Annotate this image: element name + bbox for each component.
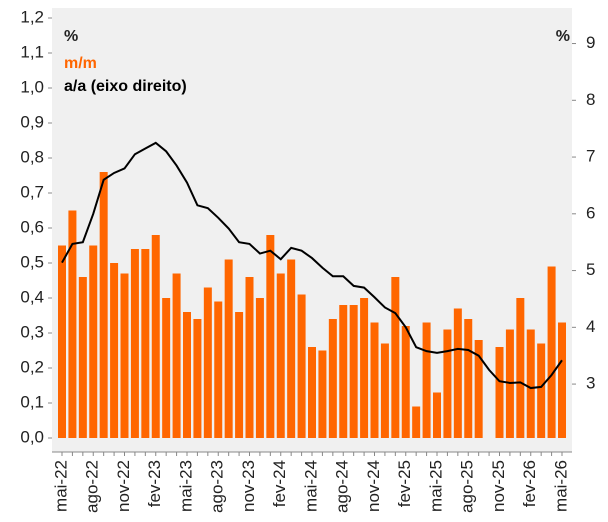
bar <box>453 308 462 438</box>
bar <box>443 329 452 438</box>
y-tick-label: 1,2 <box>20 7 44 26</box>
bar <box>120 273 129 438</box>
y-tick-label: 1,1 <box>20 42 44 61</box>
x-tick-label: mai-26 <box>551 460 570 512</box>
bar <box>266 235 275 438</box>
bar <box>162 298 171 438</box>
bar <box>370 322 379 438</box>
y-axis-label: % <box>64 28 78 45</box>
bar <box>401 326 410 438</box>
x-tick-label: ago-22 <box>83 460 102 513</box>
bar <box>172 273 181 438</box>
x-tick-label: mai-24 <box>301 460 320 512</box>
y-tick-label: 0,4 <box>20 287 44 306</box>
bar <box>537 343 546 438</box>
bar <box>89 245 98 438</box>
x-tick-label: ago-24 <box>333 460 352 513</box>
bar <box>130 249 139 438</box>
bar <box>558 322 566 438</box>
bar <box>328 319 337 438</box>
line <box>61 141 563 390</box>
bar <box>516 298 525 438</box>
bar <box>526 329 535 438</box>
x-tick-label: nov-24 <box>364 460 383 512</box>
bar <box>297 294 306 438</box>
bar <box>276 273 285 438</box>
y2-tick-label: 6 <box>586 203 595 222</box>
bar <box>68 210 77 438</box>
bar <box>360 298 369 438</box>
x-tick-label: fev-26 <box>520 460 539 507</box>
bar <box>495 347 504 438</box>
bar <box>245 277 254 438</box>
y2-tick-label: 3 <box>586 374 595 393</box>
y2-tick-label: 8 <box>586 90 595 109</box>
bar <box>474 340 483 438</box>
y-tick-label: 0,0 <box>20 427 44 446</box>
y2-tick-label: 5 <box>586 260 595 279</box>
bar <box>464 319 473 438</box>
y-tick-label: 0,7 <box>20 182 44 201</box>
bar <box>318 350 327 438</box>
bar <box>224 259 233 438</box>
bar <box>58 245 66 438</box>
y2-tick-label: 9 <box>586 33 595 52</box>
x-tick-label: mai-22 <box>51 460 70 512</box>
y-tick-label: 0,5 <box>20 252 44 271</box>
y2-tick-label: 4 <box>586 317 595 336</box>
bar <box>380 343 389 438</box>
bar <box>151 235 160 438</box>
x-tick-label: fev-25 <box>395 460 414 507</box>
bar <box>110 263 119 438</box>
y-tick-label: 0,2 <box>20 357 44 376</box>
bar <box>99 172 108 438</box>
x-tick-label: nov-22 <box>114 460 133 512</box>
legend-entry: a/a (eixo direito) <box>64 78 187 95</box>
bar <box>422 322 431 438</box>
x-tick-label: nov-25 <box>489 460 508 512</box>
x-tick-label: nov-23 <box>239 460 258 512</box>
bar <box>433 392 441 438</box>
bar <box>203 287 212 438</box>
y2-tick-label: 7 <box>586 147 595 166</box>
y-tick-label: 0,3 <box>20 322 44 341</box>
bar <box>412 406 421 438</box>
bar <box>235 312 244 438</box>
y-tick-label: 0,8 <box>20 147 44 166</box>
bar <box>214 301 223 438</box>
y-tick-label: 0,9 <box>20 112 44 131</box>
bar <box>339 305 348 438</box>
x-tick-label: fev-23 <box>145 460 164 507</box>
y-tick-label: 0,1 <box>20 392 44 411</box>
x-tick-label: ago-23 <box>208 460 227 513</box>
bar <box>255 298 264 438</box>
y2-axis-label: % <box>556 28 570 45</box>
x-tick-label: fev-24 <box>270 460 289 507</box>
bar <box>287 259 296 438</box>
x-tick-label: mai-25 <box>426 460 445 512</box>
bar <box>193 319 202 438</box>
x-tick-label: mai-23 <box>176 460 195 512</box>
x-tick-label: ago-25 <box>458 460 477 513</box>
legend-entry: m/m <box>64 55 97 72</box>
bar <box>141 249 150 438</box>
bar <box>308 347 316 438</box>
bar <box>78 277 87 438</box>
y-tick-label: 0,6 <box>20 217 44 236</box>
bar <box>183 312 191 438</box>
bar <box>349 305 358 438</box>
bar <box>547 266 556 438</box>
y-tick-label: 1,0 <box>20 77 44 96</box>
bar <box>391 277 400 438</box>
